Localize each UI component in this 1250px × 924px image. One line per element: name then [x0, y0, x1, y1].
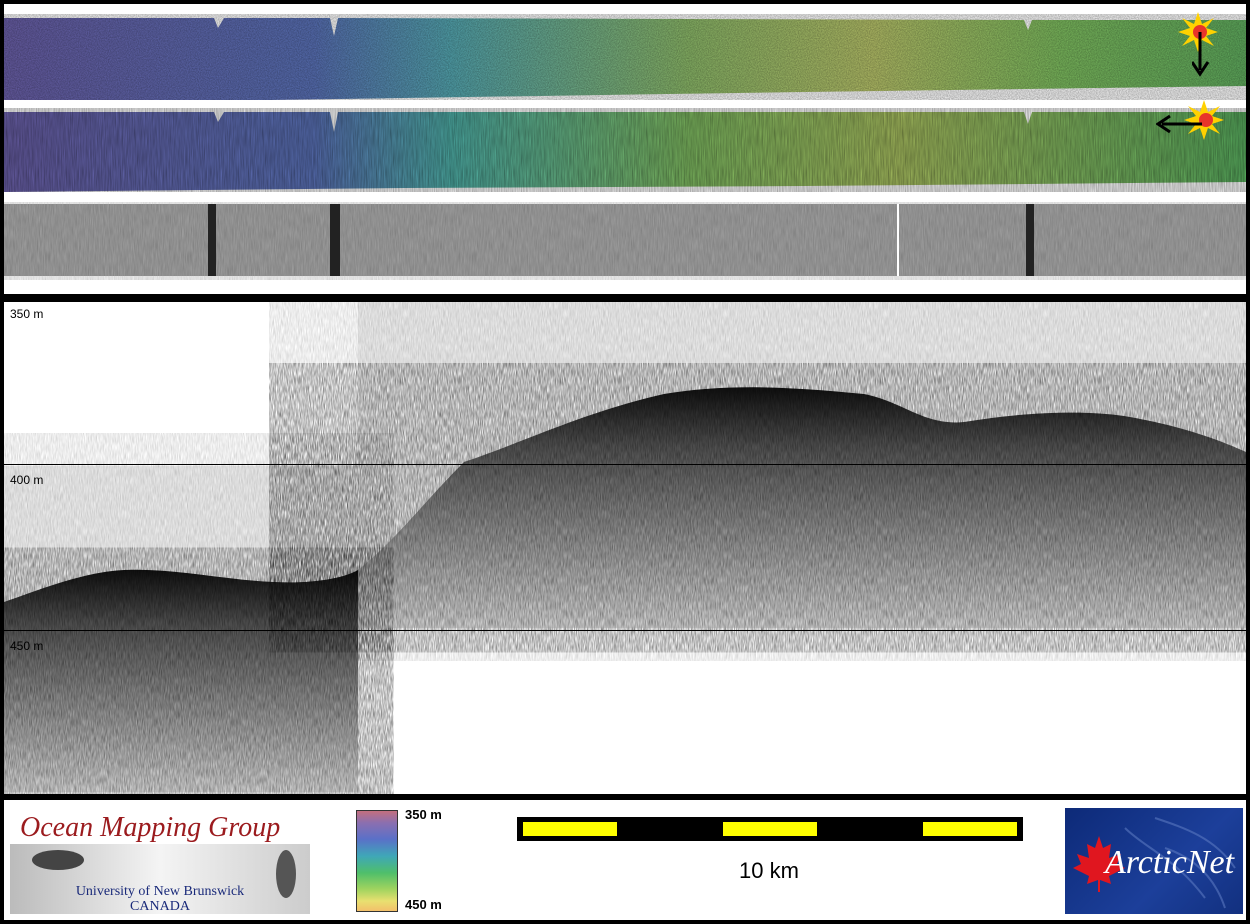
depth-gridline — [4, 630, 1246, 631]
scale-bar — [517, 817, 1023, 841]
arcticnet-wordmark: ArcticNet — [1105, 844, 1235, 881]
depth-colorbar — [356, 810, 398, 912]
sun-illuminated-swath-east — [4, 108, 1246, 192]
echogram-image — [4, 302, 1246, 792]
colorbar-bottom-label: 450 m — [405, 897, 442, 912]
maple-leaf-icon — [1073, 836, 1125, 892]
scale-label: 10 km — [739, 858, 799, 883]
backscatter-swath — [4, 202, 1246, 280]
depth-label-350: 350 m — [10, 307, 44, 321]
depth-label-450: 450 m — [10, 639, 44, 653]
depth-label-400: 400 m — [10, 473, 44, 487]
depth-gridline — [4, 464, 1246, 465]
omg-title: Ocean Mapping Group — [20, 812, 281, 843]
swath-panel — [4, 4, 1246, 294]
sun-illumination-icon — [1178, 12, 1218, 52]
scale-segment — [523, 822, 617, 836]
colorbar-top-label: 350 m — [405, 807, 442, 822]
arrow-left-icon — [1155, 114, 1204, 139]
scale-segment — [723, 822, 817, 836]
ocean-mapping-group-logo: Ocean Mapping Group University of New Br… — [10, 806, 310, 914]
omg-country: CANADA — [130, 899, 190, 914]
omg-university: University of New Brunswick — [75, 884, 245, 899]
arrow-down-icon — [1190, 32, 1212, 83]
scale-segment — [923, 822, 1017, 836]
echogram-panel: 350 m 400 m 450 m — [4, 302, 1246, 794]
sun-illuminated-swath-north — [4, 14, 1246, 100]
sun-illumination-icon — [1184, 100, 1224, 140]
arcticnet-logo: ArcticNet — [1065, 808, 1243, 914]
footer-panel: Ocean Mapping Group University of New Br… — [4, 800, 1246, 920]
